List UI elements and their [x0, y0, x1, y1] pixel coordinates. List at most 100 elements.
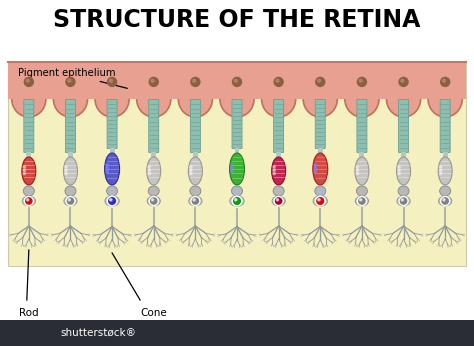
Ellipse shape — [65, 186, 76, 196]
Circle shape — [316, 78, 325, 86]
Polygon shape — [262, 99, 296, 117]
Ellipse shape — [438, 157, 452, 185]
Circle shape — [235, 199, 237, 201]
Bar — [151, 152, 156, 157]
Circle shape — [192, 198, 199, 204]
Circle shape — [231, 164, 233, 166]
FancyBboxPatch shape — [232, 100, 242, 148]
Ellipse shape — [398, 186, 409, 196]
Circle shape — [151, 198, 157, 204]
Circle shape — [273, 166, 275, 168]
Circle shape — [66, 78, 75, 86]
Bar — [359, 152, 365, 157]
Circle shape — [318, 79, 320, 82]
Text: shutterstøck®: shutterstøck® — [60, 328, 136, 338]
Circle shape — [357, 78, 366, 86]
Circle shape — [190, 172, 192, 175]
Circle shape — [356, 169, 359, 171]
Circle shape — [441, 78, 450, 86]
FancyBboxPatch shape — [273, 100, 283, 153]
Circle shape — [401, 79, 404, 82]
Bar — [318, 148, 323, 153]
Circle shape — [439, 172, 442, 175]
Circle shape — [398, 166, 400, 168]
Circle shape — [106, 167, 109, 170]
Bar — [235, 148, 239, 153]
Ellipse shape — [313, 153, 328, 185]
Ellipse shape — [105, 196, 119, 206]
Polygon shape — [12, 99, 46, 117]
Circle shape — [149, 78, 158, 86]
Bar — [401, 152, 406, 157]
Circle shape — [442, 79, 446, 82]
Ellipse shape — [230, 196, 244, 206]
Circle shape — [148, 166, 150, 168]
Bar — [27, 152, 31, 157]
Circle shape — [65, 172, 67, 175]
Circle shape — [399, 78, 408, 86]
Circle shape — [356, 172, 359, 175]
Circle shape — [439, 166, 442, 168]
Circle shape — [318, 199, 320, 201]
Circle shape — [314, 170, 317, 173]
Text: Rod: Rod — [19, 308, 38, 318]
Polygon shape — [95, 99, 129, 117]
Circle shape — [106, 164, 109, 166]
Circle shape — [273, 172, 275, 175]
Circle shape — [273, 169, 275, 171]
Circle shape — [401, 199, 403, 201]
Circle shape — [68, 199, 70, 201]
FancyBboxPatch shape — [315, 100, 325, 148]
Circle shape — [317, 198, 324, 204]
Circle shape — [314, 164, 317, 166]
FancyBboxPatch shape — [24, 100, 34, 153]
Circle shape — [106, 170, 109, 173]
Ellipse shape — [148, 186, 159, 196]
Circle shape — [231, 167, 233, 170]
Circle shape — [24, 78, 33, 86]
Circle shape — [109, 79, 112, 82]
Circle shape — [315, 196, 325, 206]
Circle shape — [190, 169, 192, 171]
Polygon shape — [137, 99, 171, 117]
FancyBboxPatch shape — [149, 100, 159, 153]
Ellipse shape — [273, 186, 284, 196]
Circle shape — [276, 199, 279, 201]
Circle shape — [191, 78, 200, 86]
Ellipse shape — [105, 153, 119, 185]
FancyBboxPatch shape — [357, 100, 367, 153]
Ellipse shape — [356, 196, 368, 206]
Polygon shape — [386, 99, 420, 117]
Circle shape — [148, 172, 150, 175]
Circle shape — [66, 197, 75, 206]
Circle shape — [357, 197, 366, 206]
Bar — [8, 61, 466, 266]
Circle shape — [24, 197, 33, 206]
Polygon shape — [178, 99, 212, 117]
Circle shape — [65, 166, 67, 168]
Bar — [8, 61, 466, 99]
Ellipse shape — [313, 196, 328, 206]
FancyBboxPatch shape — [399, 100, 409, 153]
Circle shape — [442, 198, 448, 204]
Ellipse shape — [438, 196, 452, 206]
Ellipse shape — [23, 186, 34, 196]
Circle shape — [190, 166, 192, 168]
Circle shape — [109, 199, 112, 201]
Bar — [193, 152, 198, 157]
Circle shape — [68, 79, 71, 82]
Polygon shape — [220, 99, 254, 117]
Circle shape — [314, 167, 317, 170]
Circle shape — [234, 198, 240, 204]
Circle shape — [23, 166, 26, 168]
Circle shape — [67, 198, 73, 204]
Circle shape — [274, 197, 283, 206]
Ellipse shape — [190, 186, 201, 196]
Circle shape — [108, 78, 117, 86]
Ellipse shape — [229, 153, 245, 185]
Circle shape — [151, 79, 154, 82]
Circle shape — [360, 199, 362, 201]
Ellipse shape — [147, 157, 161, 185]
Ellipse shape — [397, 196, 410, 206]
FancyBboxPatch shape — [65, 100, 75, 153]
